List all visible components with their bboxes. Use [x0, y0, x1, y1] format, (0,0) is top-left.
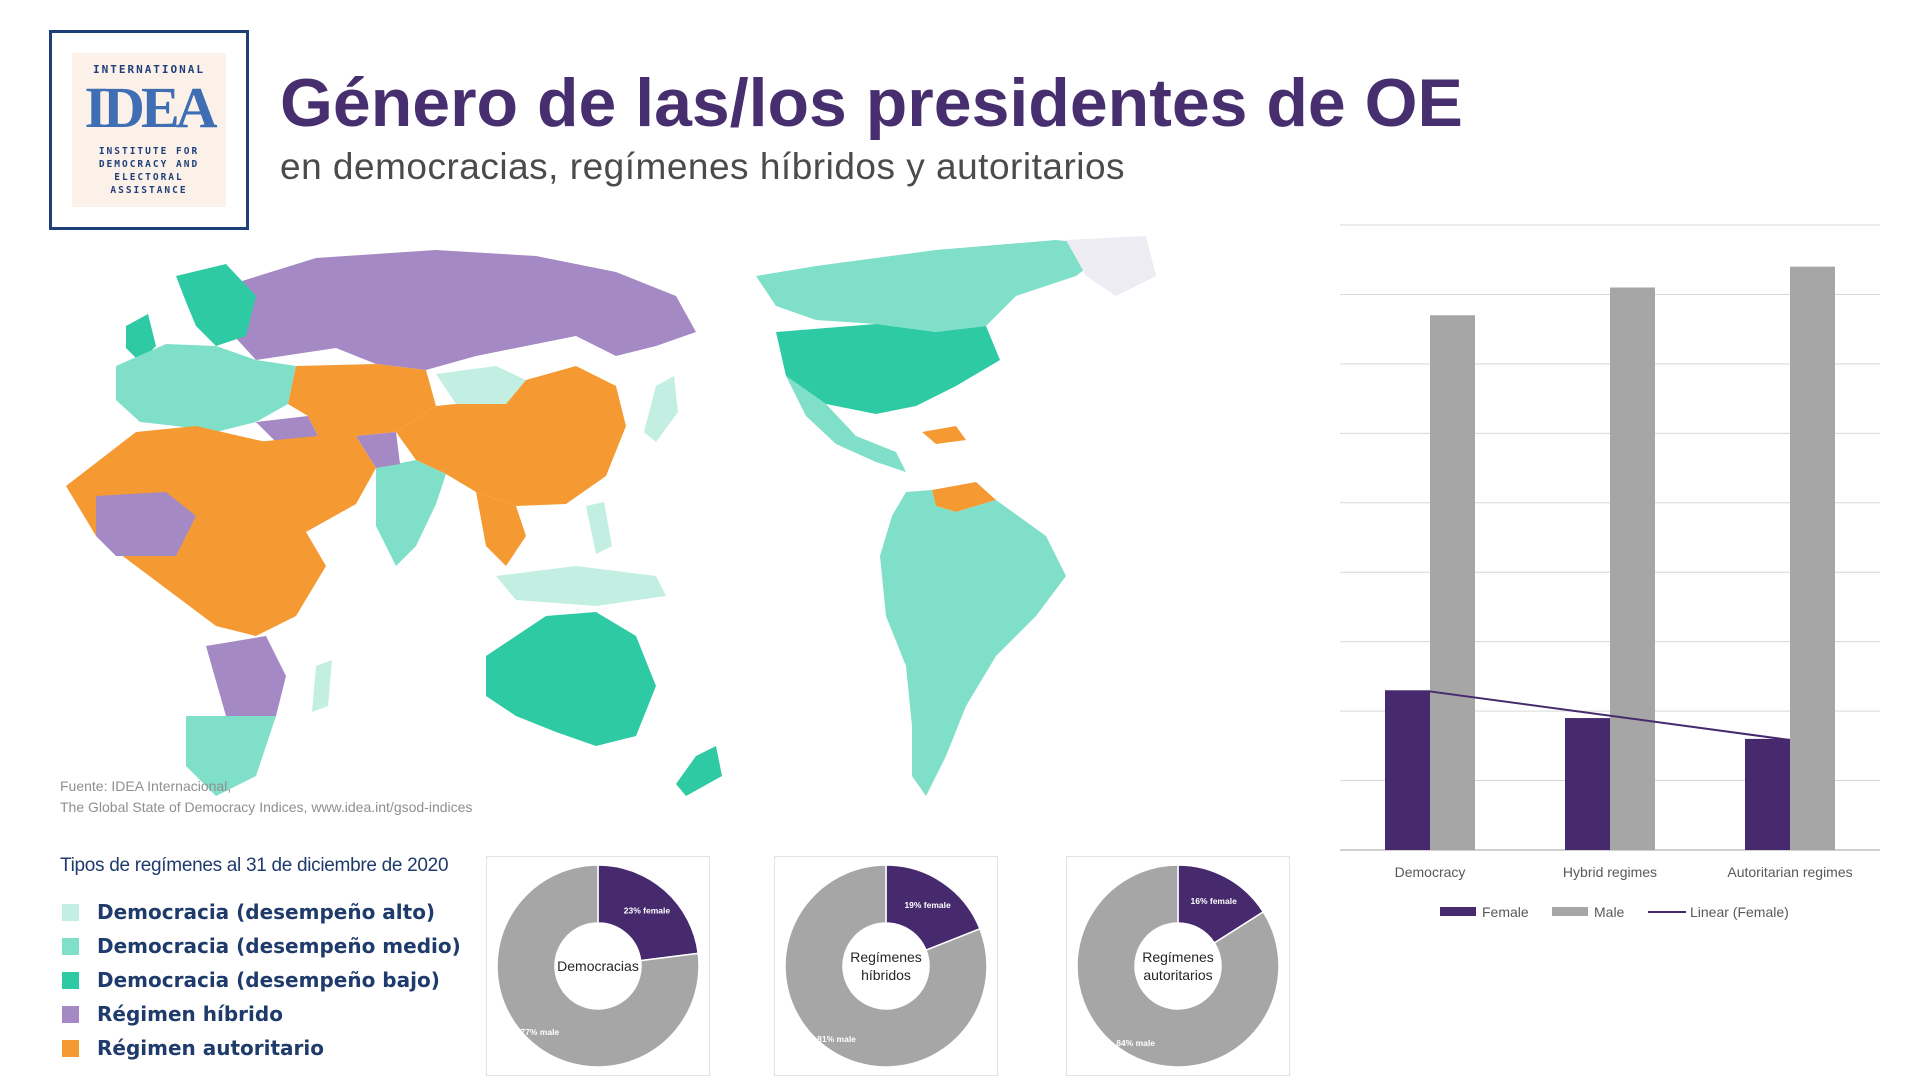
map-region-north-africa — [66, 426, 326, 636]
map-region-russia — [226, 250, 696, 370]
idea-logo-inner: INTERNATIONAL IDEA INSTITUTE FOR DEMOCRA… — [72, 53, 226, 207]
legend-swatch — [62, 971, 79, 989]
legend-entry: Female — [1482, 904, 1529, 920]
map-region-se-asia — [476, 492, 526, 566]
donut-card-democracias: 23% female 77% male Democracias — [486, 856, 710, 1076]
x-tick-label: Autoritarian regimes — [1727, 864, 1852, 880]
legend-swatch — [62, 1039, 79, 1057]
donut-center-label: híbridos — [861, 967, 911, 983]
donut-center-label: Democracias — [557, 958, 639, 974]
donut-slice-female — [597, 864, 700, 962]
map-region-india — [376, 460, 446, 566]
map-region-mexico — [786, 376, 906, 472]
bar-male — [1430, 315, 1475, 850]
map-region-new-zealand — [676, 746, 722, 796]
legend-title: Tipos de regímenes al 31 de diciembre de… — [60, 855, 449, 876]
donut-slice-female — [1177, 864, 1265, 944]
logo-line: INSTITUTE FOR — [98, 146, 200, 157]
bar-female — [1745, 738, 1790, 850]
map-region-usa — [776, 324, 1000, 414]
logo-bottom-text: INSTITUTE FOR DEMOCRACY AND ELECTORAL AS… — [72, 145, 226, 197]
donut-chart-autoritarios: 16% female 84% male Regímenes autoritarios — [1076, 864, 1280, 1068]
source-line: The Global State of Democracy Indices, w… — [60, 799, 473, 815]
logo-top-text: INTERNATIONAL — [92, 63, 206, 76]
map-region-east-africa — [206, 636, 286, 716]
trendline-female — [1429, 690, 1791, 742]
map-legend: Democracia (desempeño alto) Democracia (… — [62, 895, 461, 1065]
map-region-philippines — [586, 502, 612, 554]
legend-label: Democracia (desempeño bajo) — [97, 968, 440, 992]
x-tick-label: Hybrid regimes — [1563, 864, 1657, 880]
legend-swatch — [62, 1005, 79, 1023]
map-region-uk — [126, 314, 156, 362]
legend-entry: Linear (Female) — [1690, 904, 1789, 920]
map-region-south-america — [880, 490, 1066, 796]
source-note: Fuente: IDEA Internacional, The Global S… — [60, 776, 472, 818]
map-region-canada — [756, 240, 1116, 332]
map-region-mongolia — [436, 366, 526, 404]
donut-slice-male — [496, 864, 700, 1068]
donut-center-label: autoritarios — [1143, 967, 1212, 983]
logo-mark: IDEA — [84, 75, 217, 140]
donut-chart-democracias: 23% female 77% male Democracias — [496, 864, 700, 1068]
donut-slice-male — [1076, 864, 1280, 1068]
legend-item: Régimen autoritario — [62, 1031, 461, 1065]
legend-label: Régimen híbrido — [97, 1002, 283, 1026]
legend-label: Democracia (desempeño alto) — [97, 900, 436, 924]
legend-swatch — [62, 937, 79, 955]
legend-swatch — [62, 903, 79, 921]
bar-chart-gender: Democracy Hybrid regimes Autoritarian regi… — [1340, 224, 1880, 920]
donut-slice-label: 84% male — [1116, 1038, 1155, 1048]
legend-item: Democracia (desempeño medio) — [62, 929, 461, 963]
map-region-southern-africa — [186, 716, 276, 796]
idea-logo: INTERNATIONAL IDEA INSTITUTE FOR DEMOCRA… — [49, 30, 249, 230]
map-region-indonesia — [496, 566, 666, 606]
donut-card-hibridos: 19% female 81% male Regímenes híbridos — [774, 856, 998, 1076]
donut-slice-label: 77% male — [520, 1027, 559, 1037]
logo-line: ASSISTANCE — [110, 185, 188, 196]
map-region-china — [396, 366, 626, 506]
map-region-scandinavia — [176, 264, 256, 346]
bar-male — [1790, 266, 1835, 851]
bar-female — [1565, 718, 1610, 850]
world-map — [66, 236, 1156, 796]
legend-entry: Male — [1594, 904, 1625, 920]
donut-center-label: Regímenes — [850, 949, 922, 965]
legend-item: Democracia (desempeño alto) — [62, 895, 461, 929]
legend-item: Régimen híbrido — [62, 997, 461, 1031]
legend-label: Democracia (desempeño medio) — [97, 934, 461, 958]
logo-line: DEMOCRACY AND — [98, 159, 200, 170]
bar-male — [1610, 287, 1655, 850]
donut-chart-hibridos: 19% female 81% male Regímenes híbridos — [784, 864, 988, 1068]
map-region-turkey — [256, 416, 318, 442]
bar-female — [1385, 690, 1430, 850]
x-tick-label: Democracy — [1395, 864, 1466, 880]
donut-slice-label: 81% male — [817, 1034, 856, 1044]
map-region-caribbean — [922, 426, 966, 444]
source-line: Fuente: IDEA Internacional, — [60, 778, 232, 794]
map-region-europe — [116, 344, 296, 432]
page-subtitle: en democracias, regímenes híbridos y aut… — [280, 146, 1126, 187]
donut-slice-label: 16% female — [1190, 896, 1237, 906]
donut-slice-label: 19% female — [904, 900, 951, 910]
donut-slice-male — [784, 864, 988, 1068]
map-region-central-asia — [288, 364, 436, 436]
legend-item: Democracia (desempeño bajo) — [62, 963, 461, 997]
donut-slice-label: 23% female — [624, 905, 671, 915]
map-region-pakistan — [356, 432, 400, 468]
page-title: Género de las/los presidentes de OE — [280, 65, 1463, 141]
donut-center-label: Regímenes — [1142, 949, 1214, 965]
map-region-madagascar — [312, 660, 332, 712]
donut-card-autoritarios: 16% female 84% male Regímenes autoritarios — [1066, 856, 1290, 1076]
map-region-sahel — [96, 492, 196, 556]
map-region-venezuela — [932, 482, 996, 512]
map-region-japan — [644, 376, 678, 442]
map-region-greenland — [1066, 236, 1156, 296]
legend-marker — [1552, 907, 1588, 916]
donut-slice-female — [885, 864, 981, 952]
legend-marker — [1440, 907, 1476, 916]
logo-line: ELECTORAL — [114, 172, 184, 183]
map-region-australia — [486, 612, 656, 746]
legend-label: Régimen autoritario — [97, 1036, 325, 1060]
